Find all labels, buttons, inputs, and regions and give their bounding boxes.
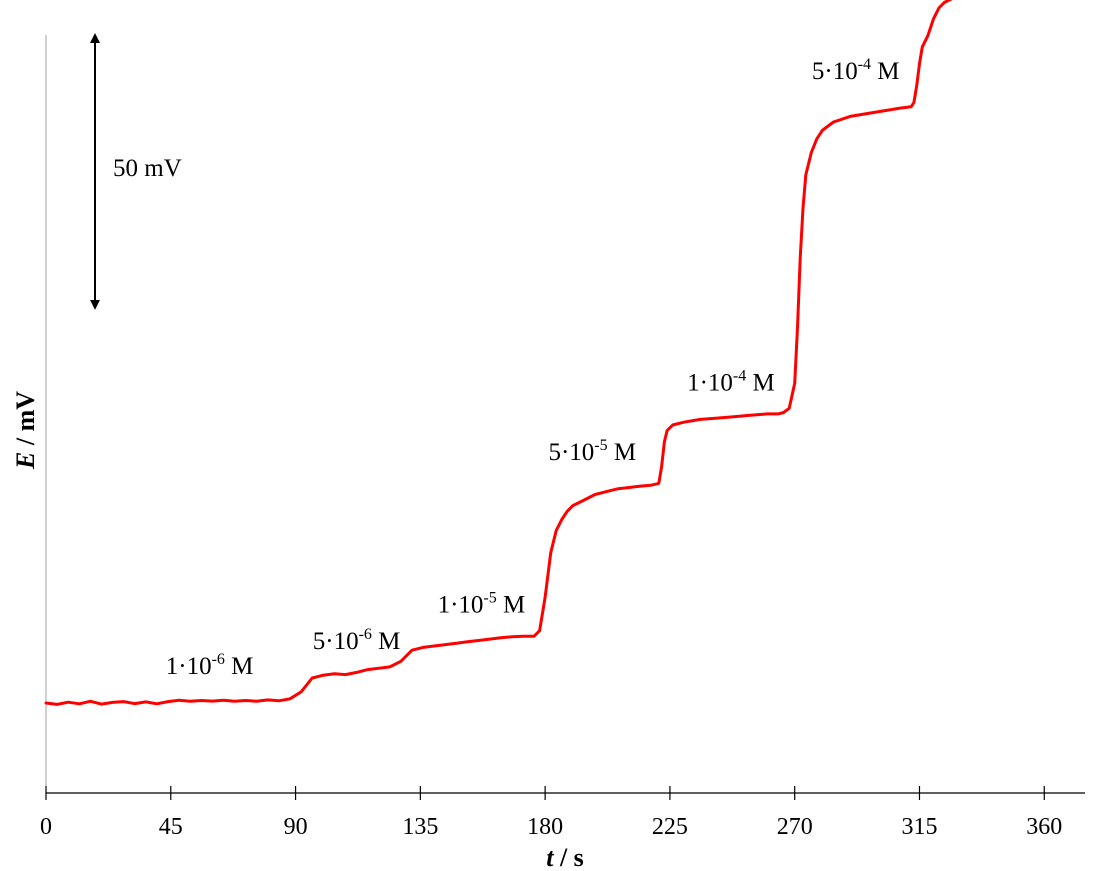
x-tick-label: 45 (159, 814, 183, 840)
x-tick-label: 315 (901, 814, 937, 840)
x-ticks: 0 45 90 135 180 225 270 315 360 (40, 786, 1062, 840)
concentration-label: 5·10-5 M (548, 437, 636, 466)
concentration-label: 1·10-5 M (438, 590, 526, 619)
concentration-annotations: 1·10-6 M 5·10-6 M 1·10-5 M 5·10-5 M 1·10-4 M… (166, 56, 900, 680)
x-tick-label: 0 (40, 814, 52, 840)
concentration-label: 5·10-4 M (812, 56, 900, 85)
x-tick-label: 360 (1026, 814, 1062, 840)
concentration-label: 1·10-6 M (166, 651, 254, 680)
scale-bar-label: 50 mV (113, 155, 182, 182)
concentration-label: 5·10-6 M (313, 626, 401, 655)
x-axis-title-unit: / s (553, 843, 583, 871)
x-tick-label: 90 (284, 814, 308, 840)
x-axis-title-var: t (546, 843, 554, 871)
y-axis-title: E / mV (11, 391, 40, 470)
concentration-label: 1·10-4 M (687, 367, 775, 396)
x-tick-label: 135 (402, 814, 438, 840)
y-axis-title-var: E (11, 452, 40, 470)
x-tick-label: 180 (527, 814, 563, 840)
y-axis-title-unit: / mV (11, 391, 40, 452)
svg-text:E / mV: E / mV (11, 391, 40, 470)
potential-trace-line (44, 0, 953, 706)
x-axis-title: t / s (546, 843, 584, 871)
x-tick-label: 270 (777, 814, 813, 840)
scale-bar: 50 mV (90, 33, 182, 310)
x-tick-label: 225 (652, 814, 688, 840)
